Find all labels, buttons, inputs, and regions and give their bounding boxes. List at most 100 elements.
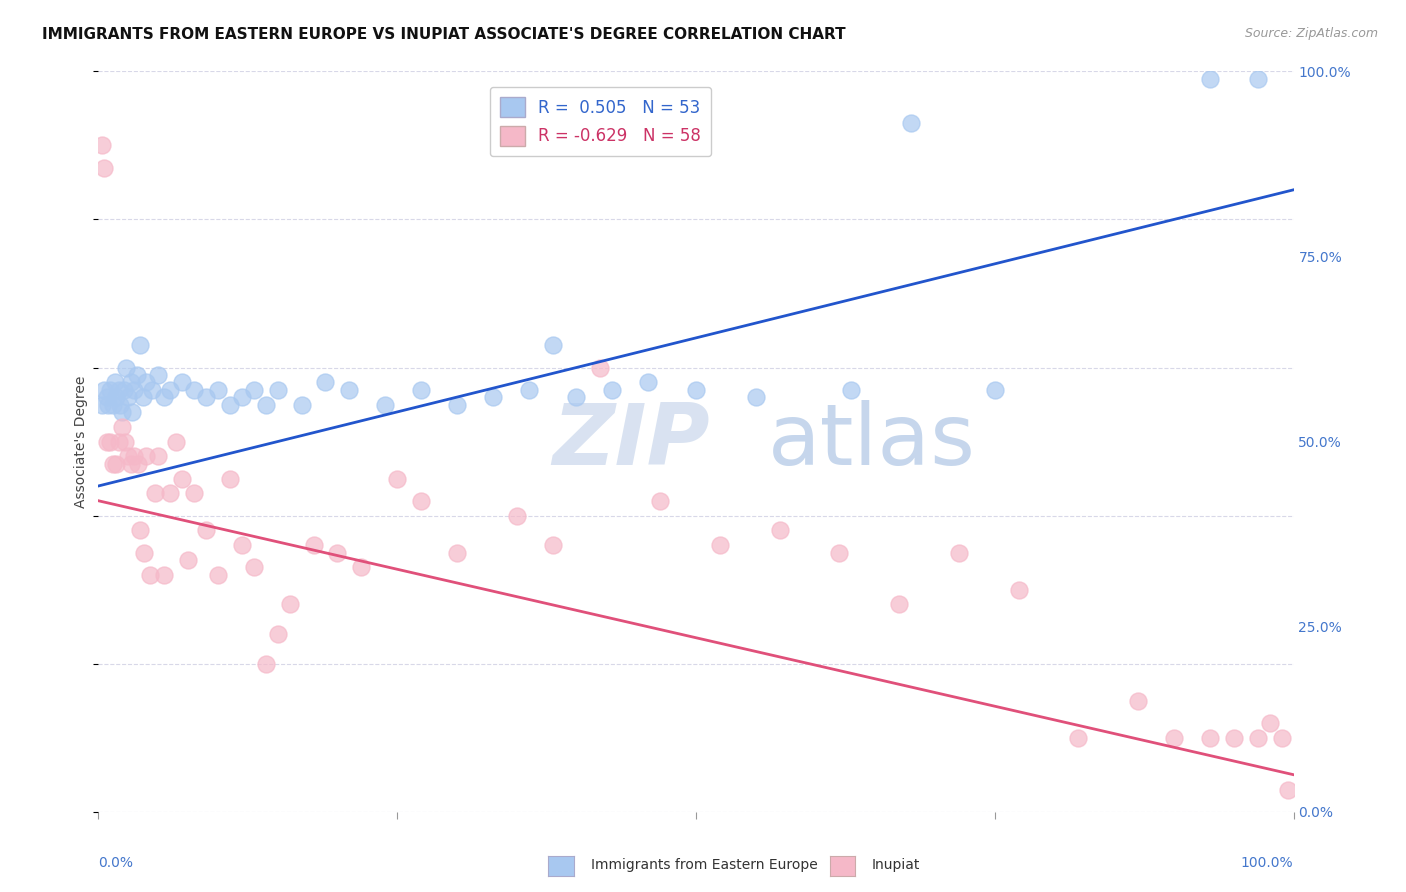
Point — [278, 598, 301, 612]
Text: 100.0%: 100.0% — [1241, 856, 1294, 870]
Point — [1008, 582, 1031, 597]
Point — [108, 398, 131, 412]
Point — [148, 450, 170, 464]
Point — [96, 390, 118, 404]
Point — [291, 398, 314, 412]
Point — [93, 383, 115, 397]
Point — [385, 472, 409, 486]
Point — [141, 383, 163, 397]
Point — [104, 376, 127, 390]
Text: Inupiat: Inupiat — [872, 858, 920, 872]
Point — [135, 450, 157, 464]
Point — [125, 368, 148, 382]
Point — [446, 546, 468, 560]
Point — [117, 450, 139, 464]
Point — [143, 486, 166, 500]
Point — [900, 116, 922, 130]
Y-axis label: Associate's Degree: Associate's Degree — [75, 376, 89, 508]
Point — [195, 390, 218, 404]
Point — [828, 546, 851, 560]
Point — [98, 434, 122, 449]
Point — [105, 390, 128, 404]
Point — [172, 376, 194, 390]
Point — [107, 383, 129, 397]
Point — [148, 368, 170, 382]
Text: 0.0%: 0.0% — [98, 856, 134, 870]
Point — [984, 383, 1007, 397]
Point — [745, 390, 768, 404]
Point — [153, 567, 176, 582]
Point — [374, 398, 396, 412]
Text: IMMIGRANTS FROM EASTERN EUROPE VS INUPIAT ASSOCIATE'S DEGREE CORRELATION CHART: IMMIGRANTS FROM EASTERN EUROPE VS INUPIA… — [42, 27, 846, 42]
Point — [350, 560, 373, 574]
Point — [124, 450, 146, 464]
Point — [889, 598, 911, 612]
Point — [637, 376, 659, 390]
Text: Immigrants from Eastern Europe: Immigrants from Eastern Europe — [591, 858, 817, 872]
Point — [1128, 694, 1150, 708]
Point — [411, 383, 433, 397]
Point — [231, 390, 253, 404]
Point — [207, 383, 229, 397]
Point — [1067, 731, 1090, 745]
Point — [120, 457, 142, 471]
Point — [302, 538, 325, 552]
Text: ZIP: ZIP — [553, 400, 710, 483]
Point — [1223, 731, 1246, 745]
Point — [195, 524, 218, 538]
Point — [172, 472, 194, 486]
Point — [177, 553, 200, 567]
Point — [124, 383, 146, 397]
Point — [709, 538, 731, 552]
Point — [541, 338, 564, 352]
Point — [129, 338, 152, 352]
Point — [132, 546, 155, 560]
Point — [121, 405, 143, 419]
Point — [96, 434, 118, 449]
Point — [267, 627, 290, 641]
Point — [111, 405, 134, 419]
Point — [517, 383, 540, 397]
Point — [93, 161, 115, 175]
Point — [127, 457, 149, 471]
Point — [101, 398, 124, 412]
Point — [1271, 731, 1294, 745]
Point — [565, 390, 588, 404]
Point — [97, 398, 120, 412]
Point — [482, 390, 505, 404]
Point — [1277, 782, 1299, 797]
Point — [135, 376, 157, 390]
Point — [111, 419, 134, 434]
Point — [231, 538, 253, 552]
Point — [685, 383, 707, 397]
Point — [267, 383, 290, 397]
Point — [1247, 731, 1270, 745]
Point — [153, 390, 176, 404]
Point — [115, 360, 138, 375]
Point — [112, 383, 135, 397]
Point — [254, 657, 277, 671]
Point — [1258, 715, 1281, 730]
Point — [650, 493, 672, 508]
Point — [243, 383, 266, 397]
Point — [183, 383, 205, 397]
Point — [602, 383, 624, 397]
Point — [1247, 71, 1270, 86]
Point — [411, 493, 433, 508]
Point — [254, 398, 277, 412]
Point — [506, 508, 529, 523]
Point — [105, 457, 128, 471]
Point — [1163, 731, 1185, 745]
Point — [219, 472, 242, 486]
Point — [219, 398, 242, 412]
Point — [117, 390, 139, 404]
Text: atlas: atlas — [768, 400, 976, 483]
Point — [207, 567, 229, 582]
Point — [91, 398, 114, 412]
Point — [91, 138, 114, 153]
Point — [114, 434, 136, 449]
Point — [243, 560, 266, 574]
Point — [98, 383, 122, 397]
Point — [101, 457, 124, 471]
Point — [159, 486, 181, 500]
